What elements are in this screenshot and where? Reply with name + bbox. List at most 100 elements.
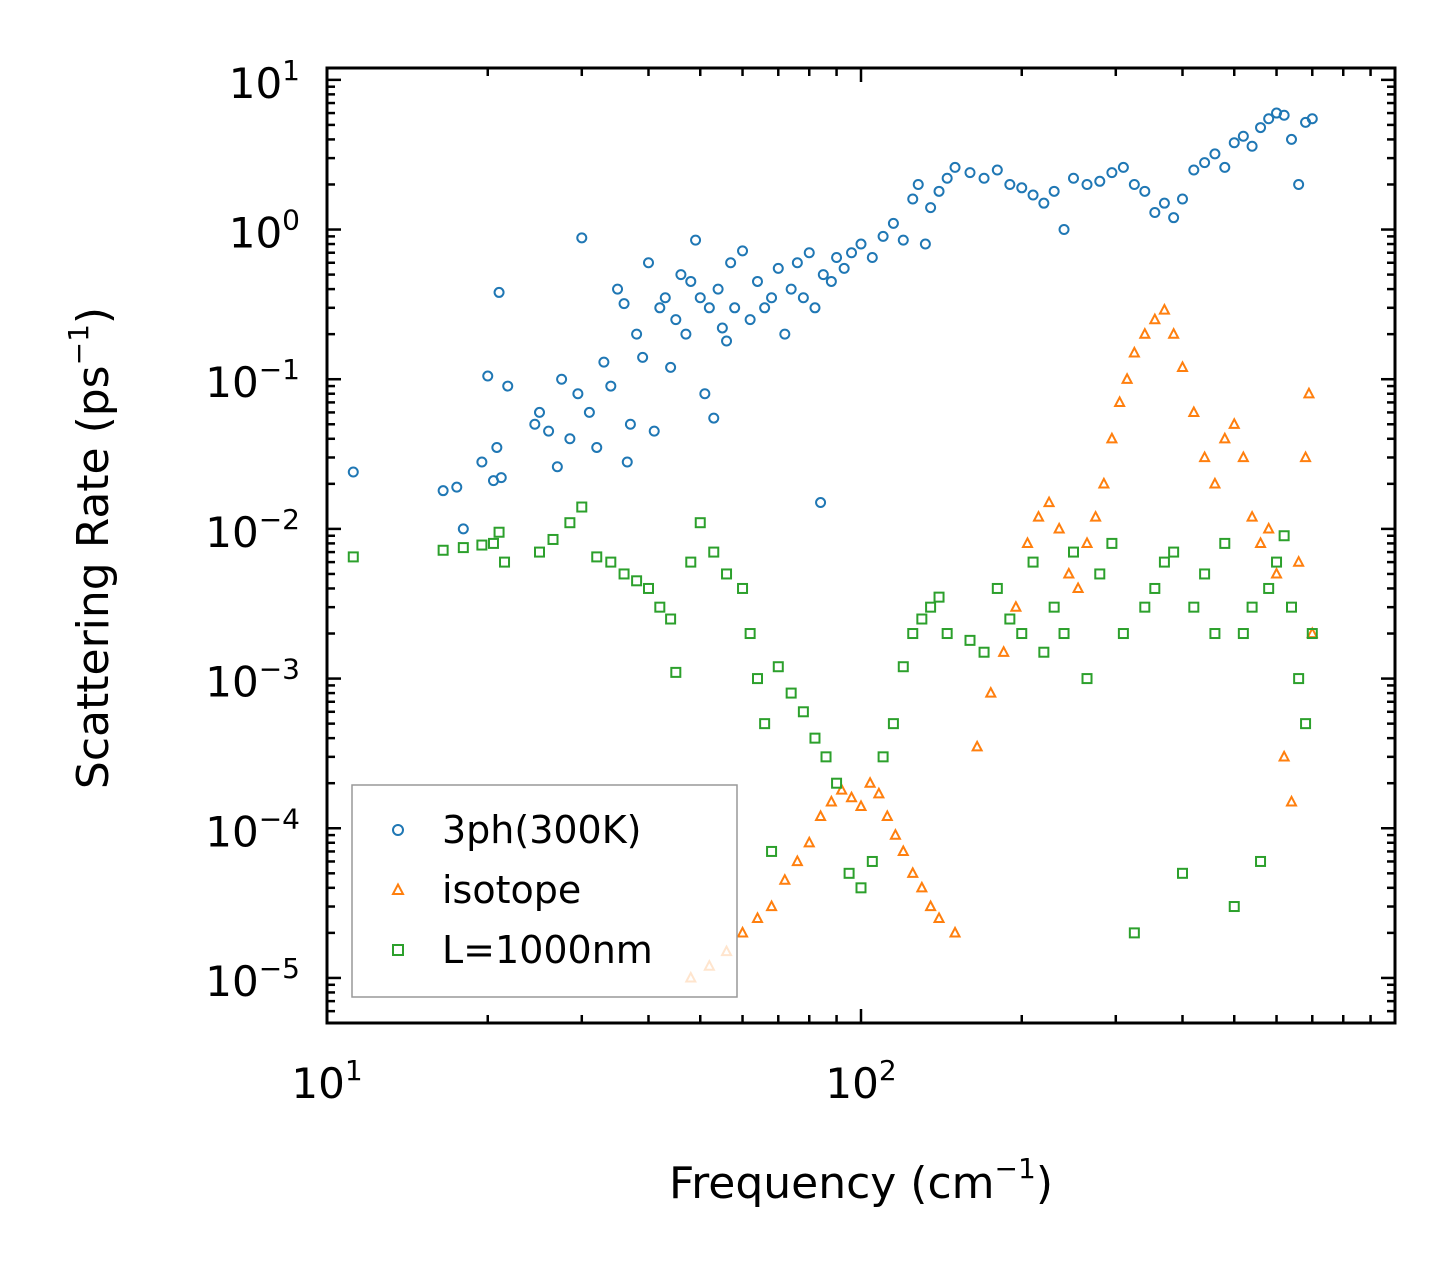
data-point-isotope <box>1105 431 1119 444</box>
data-point-l-1000nm <box>1168 546 1180 558</box>
data-point-l-1000nm <box>1038 646 1050 658</box>
data-point-3ph-300k <box>1219 161 1231 173</box>
data-point-l-1000nm <box>493 526 505 538</box>
data-point-3ph-300k <box>729 302 741 314</box>
legend-label-3ph-300k: 3ph(300K) <box>442 808 641 852</box>
data-point-l-1000nm <box>1094 568 1106 580</box>
data-point-3ph-300k <box>643 257 655 269</box>
data-point-3ph-300k <box>817 269 829 281</box>
y-tick-label: 10−2 <box>205 503 300 557</box>
data-point-3ph-300k <box>1128 178 1140 190</box>
data-point-3ph-300k <box>648 425 660 437</box>
data-point-3ph-300k <box>543 425 555 437</box>
data-point-isotope <box>1270 566 1283 579</box>
data-point-l-1000nm <box>772 661 784 673</box>
data-point-3ph-300k <box>583 406 595 418</box>
data-point-isotope <box>791 854 804 867</box>
data-point-l-1000nm <box>631 575 643 587</box>
data-point-3ph-300k <box>1246 140 1258 152</box>
data-point-3ph-300k <box>809 302 821 314</box>
data-point-3ph-300k <box>772 262 784 274</box>
data-point-l-1000nm <box>685 556 697 568</box>
data-point-3ph-300k <box>591 441 603 453</box>
data-point-l-1000nm <box>1081 673 1093 685</box>
legend-label-l-1000nm: L=1000nm <box>442 928 653 972</box>
data-point-3ph-300k <box>791 257 803 269</box>
data-point-3ph-300k <box>1149 206 1161 218</box>
data-point-3ph-300k <box>708 412 720 424</box>
data-point-isotope <box>1052 521 1066 534</box>
data-point-l-1000nm <box>643 582 655 594</box>
data-point-3ph-300k <box>825 275 837 287</box>
data-point-isotope <box>825 794 838 807</box>
data-point-isotope <box>1245 509 1259 522</box>
data-point-isotope <box>948 925 962 938</box>
data-point-l-1000nm <box>476 539 488 551</box>
data-point-isotope <box>1009 600 1023 612</box>
data-point-l-1000nm <box>941 628 953 640</box>
y-tick-label: 101 <box>229 54 300 108</box>
data-point-l-1000nm <box>347 551 359 563</box>
data-point-3ph-300k <box>866 252 878 264</box>
data-point-l-1000nm <box>1306 628 1318 640</box>
data-point-3ph-300k <box>941 172 953 184</box>
data-point-l-1000nm <box>1199 568 1211 580</box>
data-point-3ph-300k <box>855 238 867 250</box>
data-point-3ph-300k <box>564 433 576 445</box>
y-tick-label: 10−1 <box>205 353 300 407</box>
data-point-l-1000nm <box>1271 556 1283 568</box>
data-point-3ph-300k <box>887 217 899 229</box>
data-point-l-1000nm <box>1139 601 1151 613</box>
data-point-l-1000nm <box>1128 927 1140 939</box>
data-point-3ph-300k <box>725 257 737 269</box>
data-point-3ph-300k <box>1228 137 1240 149</box>
data-point-3ph-300k <box>1027 189 1039 201</box>
data-point-l-1000nm <box>1228 901 1240 913</box>
data-point-3ph-300k <box>846 247 858 259</box>
data-point-3ph-300k <box>493 286 505 298</box>
data-point-3ph-300k <box>1237 130 1249 142</box>
legend: 3ph(300K) isotope L=1000nm <box>351 784 738 998</box>
y-axis-label: Scattering Rate (ps−1) <box>62 307 119 789</box>
data-point-isotope <box>854 799 868 811</box>
data-point-3ph-300k <box>598 356 610 368</box>
data-point-l-1000nm <box>1255 855 1267 867</box>
data-point-3ph-300k <box>712 283 724 295</box>
data-point-3ph-300k <box>551 461 563 473</box>
data-point-l-1000nm <box>670 666 682 678</box>
data-point-3ph-300k <box>1199 157 1211 169</box>
data-point-3ph-300k <box>631 328 643 340</box>
data-point-isotope <box>1097 476 1111 489</box>
data-point-3ph-300k <box>991 164 1003 176</box>
data-point-isotope <box>997 645 1010 657</box>
data-point-l-1000nm <box>591 551 603 563</box>
data-point-isotope <box>1302 386 1316 399</box>
data-point-3ph-300k <box>605 380 617 392</box>
data-point-isotope <box>1167 327 1180 339</box>
data-point-3ph-300k <box>1293 178 1305 190</box>
data-point-3ph-300k <box>482 370 494 382</box>
data-point-isotope <box>1080 536 1094 549</box>
data-point-l-1000nm <box>785 687 797 699</box>
data-point-3ph-300k <box>654 302 666 314</box>
data-point-3ph-300k <box>978 172 990 184</box>
x-axis-label: Frequency (cm−1) <box>669 1152 1053 1209</box>
data-point-isotope <box>814 809 827 822</box>
data-point-l-1000nm <box>916 613 928 625</box>
data-point-3ph-300k <box>675 269 687 281</box>
data-point-3ph-300k <box>1106 167 1118 179</box>
y-tick-label: 10−5 <box>205 952 300 1006</box>
data-point-3ph-300k <box>694 292 706 304</box>
data-point-3ph-300k <box>491 441 503 453</box>
data-point-isotope <box>1285 794 1298 807</box>
data-point-isotope <box>897 844 910 857</box>
y-tick-label: 10−3 <box>205 653 300 707</box>
data-point-l-1000nm <box>1106 537 1118 549</box>
data-point-isotope <box>736 925 749 938</box>
data-point-l-1000nm <box>1158 556 1170 568</box>
data-point-3ph-300k <box>1278 109 1290 121</box>
data-point-isotope <box>881 809 894 822</box>
data-point-isotope <box>932 911 946 923</box>
legend-marker-3ph-300k <box>392 824 404 836</box>
